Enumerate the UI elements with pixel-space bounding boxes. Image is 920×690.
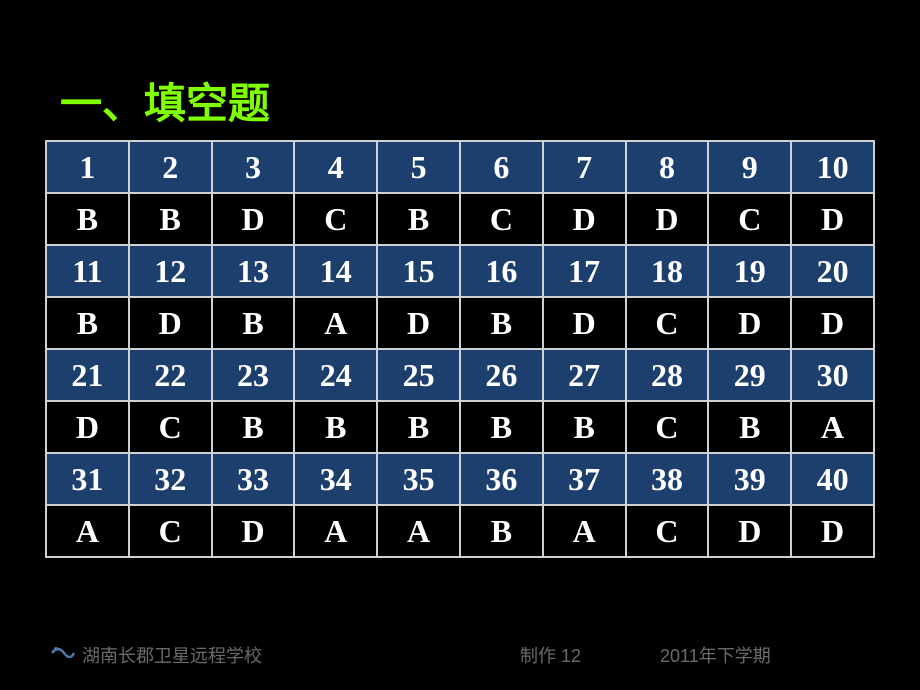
school-logo-icon [50,642,80,663]
question-number-cell: 35 [377,453,460,505]
answer-cell: B [129,193,212,245]
answer-cell: B [460,401,543,453]
question-number-cell: 7 [543,141,626,193]
question-number-cell: 36 [460,453,543,505]
question-number-cell: 10 [791,141,874,193]
question-number-cell: 4 [294,141,377,193]
table-row: BDBADBDCDD [46,297,874,349]
answer-cell: B [377,193,460,245]
question-number-cell: 6 [460,141,543,193]
answer-cell: C [708,193,791,245]
answer-cell: D [708,505,791,557]
table-row: ACDAABACDD [46,505,874,557]
question-number-cell: 3 [212,141,295,193]
question-number-cell: 5 [377,141,460,193]
footer: 湖南长郡卫星远程学校 制作 12 2011年下学期 [0,640,920,670]
answer-table-body: 12345678910BBDCBCDDCD1112131415161718192… [46,141,874,557]
answer-cell: D [791,193,874,245]
question-number-cell: 16 [460,245,543,297]
table-row: 31323334353637383940 [46,453,874,505]
answer-cell: A [791,401,874,453]
question-number-cell: 39 [708,453,791,505]
answer-cell: C [626,505,709,557]
question-number-cell: 34 [294,453,377,505]
question-number-cell: 24 [294,349,377,401]
footer-term-label: 2011年下学期 [660,642,771,668]
answer-cell: D [46,401,129,453]
question-number-cell: 32 [129,453,212,505]
table-row: 11121314151617181920 [46,245,874,297]
question-number-cell: 11 [46,245,129,297]
question-number-cell: 31 [46,453,129,505]
question-number-cell: 29 [708,349,791,401]
question-number-cell: 17 [543,245,626,297]
answer-cell: C [626,401,709,453]
question-number-cell: 15 [377,245,460,297]
answer-cell: D [212,505,295,557]
answer-cell: B [377,401,460,453]
footer-school-name: 湖南长郡卫星远程学校 [82,642,262,668]
question-number-cell: 25 [377,349,460,401]
answer-cell: C [129,401,212,453]
footer-make-label: 制作 12 [520,642,581,668]
table-row: DCBBBBBCBA [46,401,874,453]
question-number-cell: 27 [543,349,626,401]
question-number-cell: 26 [460,349,543,401]
answer-cell: D [129,297,212,349]
question-number-cell: 30 [791,349,874,401]
answer-cell: D [543,193,626,245]
question-number-cell: 20 [791,245,874,297]
answer-cell: D [543,297,626,349]
answer-cell: B [212,297,295,349]
answer-cell: B [212,401,295,453]
answer-cell: D [791,297,874,349]
question-number-cell: 18 [626,245,709,297]
question-number-cell: 40 [791,453,874,505]
question-number-cell: 12 [129,245,212,297]
question-number-cell: 14 [294,245,377,297]
table-row: BBDCBCDDCD [46,193,874,245]
question-number-cell: 9 [708,141,791,193]
question-number-cell: 33 [212,453,295,505]
answer-cell: D [791,505,874,557]
answer-cell: C [129,505,212,557]
question-number-cell: 38 [626,453,709,505]
question-number-cell: 37 [543,453,626,505]
answer-cell: D [626,193,709,245]
answer-cell: A [377,505,460,557]
question-number-cell: 23 [212,349,295,401]
answer-cell: B [46,193,129,245]
question-number-cell: 1 [46,141,129,193]
question-number-cell: 28 [626,349,709,401]
answer-cell: A [543,505,626,557]
answer-cell: D [708,297,791,349]
question-number-cell: 21 [46,349,129,401]
answer-cell: C [294,193,377,245]
question-number-cell: 8 [626,141,709,193]
table-row: 21222324252627282930 [46,349,874,401]
answer-cell: B [460,505,543,557]
answer-cell: D [212,193,295,245]
answer-cell: B [46,297,129,349]
answer-cell: A [294,505,377,557]
answer-cell: D [377,297,460,349]
answer-cell: C [460,193,543,245]
section-title: 一、填空题 [60,70,270,131]
question-number-cell: 22 [129,349,212,401]
answer-cell: B [460,297,543,349]
answer-cell: B [543,401,626,453]
answer-cell: B [708,401,791,453]
table-row: 12345678910 [46,141,874,193]
answer-cell: A [294,297,377,349]
answer-table: 12345678910BBDCBCDDCD1112131415161718192… [45,140,875,558]
answer-cell: C [626,297,709,349]
question-number-cell: 19 [708,245,791,297]
answer-cell: B [294,401,377,453]
question-number-cell: 13 [212,245,295,297]
question-number-cell: 2 [129,141,212,193]
answer-cell: A [46,505,129,557]
